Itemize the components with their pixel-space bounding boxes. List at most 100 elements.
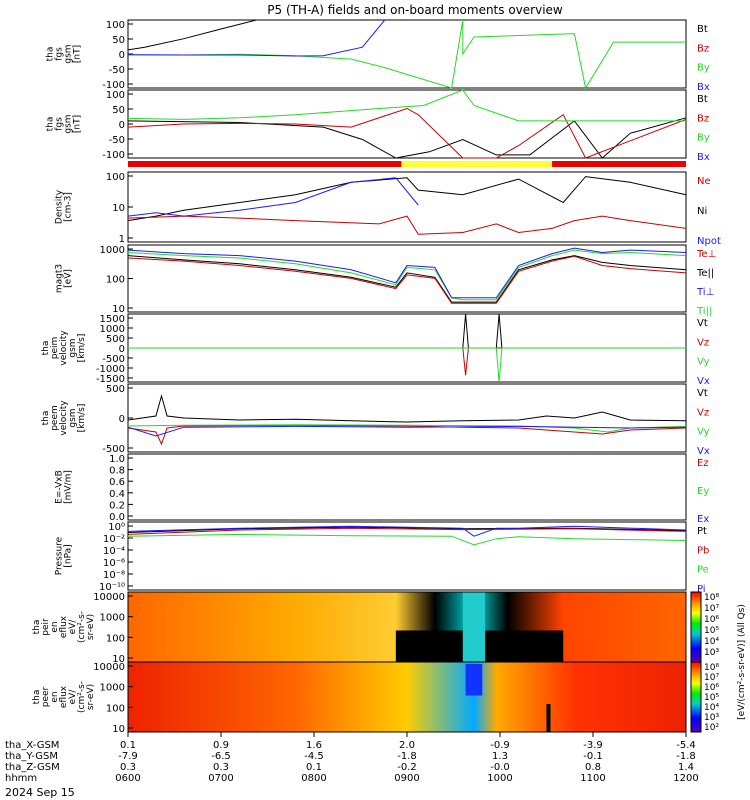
legend-entry: Vz: [697, 407, 709, 418]
colorbar-tick-label: 10⁴: [704, 637, 719, 647]
x-tick-label: 0600: [115, 773, 140, 784]
legend-entry: Pb: [697, 545, 709, 556]
y-axis-label: [cm-3]: [64, 192, 74, 222]
date-label: 2024 Sep 15: [5, 786, 75, 799]
series-line: [127, 247, 687, 299]
heatmap-gap: [546, 704, 551, 732]
legend-entry: Te⊥: [696, 249, 716, 260]
y-tick-label: 10: [112, 654, 125, 665]
x-tick-label: 1.4: [678, 762, 694, 773]
y-axis-label: en: [50, 691, 60, 702]
y-axis-label: Density: [55, 189, 65, 224]
y-axis-label: E=-VxB: [55, 470, 65, 504]
y-axis-label: peer: [41, 686, 51, 707]
x-tick-label: -4.5: [304, 751, 324, 762]
legend-entry: By: [697, 133, 710, 144]
y-tick-label: -50: [109, 135, 125, 146]
series-line: [127, 19, 386, 57]
legend-entry: Ne: [697, 176, 711, 187]
colorbars: 10⁸10⁷10⁶10⁵10⁴10³10⁸10⁷10⁶10⁵10⁴10³10²[…: [690, 591, 747, 733]
legend-entry: Bz: [697, 43, 709, 54]
y-tick-label: -1500: [96, 374, 125, 385]
x-tick-label: -6.5: [211, 751, 231, 762]
y-axis-label: eflux: [59, 615, 69, 638]
y-tick-label: 0.0: [109, 512, 125, 523]
y-axis-label: gsm: [64, 114, 74, 133]
legend-entry: By: [697, 63, 710, 74]
heatmap-fill: [128, 662, 686, 732]
colorbar-tick-label: 10³: [704, 713, 719, 723]
y-axis-label: magt3: [55, 264, 65, 293]
legend-entry: Bx: [697, 82, 710, 93]
legend-entry: Ti||: [696, 306, 712, 317]
y-axis-label: [nT]: [73, 115, 83, 133]
panel-peer-en-eflux: 10000 1000 100 10 tha peer en eflux eV/(cm²-s-sr…: [32, 661, 687, 735]
x-tick-label: 0700: [208, 773, 233, 784]
y-axis-label: peim: [50, 337, 60, 360]
series-line: [128, 347, 686, 383]
legend-entry: Vt: [697, 318, 708, 329]
series-line: [127, 255, 687, 303]
x-row-label: hhmm: [5, 773, 37, 784]
series-line: [127, 215, 687, 235]
x-tick-label: 0800: [301, 773, 326, 784]
legend-entry: Vx: [697, 376, 710, 387]
x-tick-label: 0.1: [306, 762, 322, 773]
colorbar-unit-label: [eV/(cm²-s-sr-eV)] (All Qs): [737, 604, 747, 720]
y-axis-label: [mV/m]: [64, 470, 74, 504]
colorbar-tick-label: 10⁴: [704, 703, 719, 713]
y-tick-label: 1000: [100, 683, 125, 694]
colorbar-tick-label: 10⁸: [704, 593, 719, 603]
y-axis-label: gsm: [68, 408, 78, 427]
y-tick-label: 500: [106, 334, 125, 345]
y-tick-label: 10000: [93, 662, 125, 673]
y-axis-label: velocity: [59, 330, 69, 366]
y-tick-label: 0: [119, 414, 125, 425]
panel-frame: [127, 453, 687, 521]
x-tick-label: -3.9: [583, 740, 603, 751]
colorbar-tick-label: 10⁶: [704, 683, 719, 693]
x-tick-label: 0.9: [213, 740, 229, 751]
y-axis-label: tha: [41, 341, 51, 356]
y-axis-label: sr-eV): [86, 614, 96, 640]
series-line: [127, 533, 687, 546]
panel-temperature: 1000 100 10 magt3 [eV] Te⊥ Te|| Ti⊥ Ti||: [55, 244, 716, 317]
series-line: [127, 176, 687, 222]
legend-entry: Ni: [697, 206, 707, 217]
y-axis-label: peem: [50, 405, 60, 431]
colorbar-tick-label: 10⁷: [704, 673, 719, 683]
legend-entry: Ey: [697, 486, 709, 497]
x-row-label: tha_X-GSM: [5, 740, 59, 751]
y-axis-label: en: [50, 621, 60, 632]
region-bar: [128, 161, 686, 167]
y-tick-label: 0.8: [109, 466, 125, 477]
x-tick-label: -0.1: [583, 751, 603, 762]
y-tick-label: -500: [102, 444, 125, 455]
panel-efield: 1.00.80.60.40.20.0 E=-VxB [mV/m] Ez Ey Ex: [55, 453, 709, 525]
legend-entry: Ex: [697, 514, 709, 525]
x-tick-label: 0.8: [585, 762, 601, 773]
x-tick-label: 1000: [487, 773, 512, 784]
region-bar-red-left: [128, 161, 402, 167]
y-axis-label: eV/: [68, 689, 78, 705]
colorbar-tick-label: 10⁵: [704, 626, 719, 636]
x-row-label: tha_Z-GSM: [5, 762, 60, 773]
y-tick-label: 10⁻¹⁰: [99, 582, 125, 593]
panel-peir-en-eflux: 10000 1000 100 10 tha peir en eflux eV/(cm²-s-sr…: [32, 591, 687, 665]
region-bar-yellow: [401, 161, 553, 167]
panel-fgs-gsm: 100 50 0 -50 -100 tha fgs gsm [nT] Bt Bz By Bx: [46, 19, 710, 93]
y-axis-label: [nPa]: [64, 544, 74, 567]
chart-title: P5 (TH-A) fields and on-board moments ov…: [267, 3, 563, 17]
region-bar-red-right: [552, 161, 686, 167]
colorbar-tick-label: 10⁸: [704, 663, 719, 673]
legend-entry: Ti⊥: [696, 287, 714, 298]
y-tick-label: 10⁻²: [103, 534, 125, 545]
x-tick-label: 1.3: [492, 751, 508, 762]
y-axis-label: gsm: [64, 44, 74, 63]
y-axis-label: tha: [46, 117, 56, 132]
y-axis-label: peir: [41, 618, 51, 636]
y-tick-label: 10⁻⁴: [103, 546, 125, 557]
